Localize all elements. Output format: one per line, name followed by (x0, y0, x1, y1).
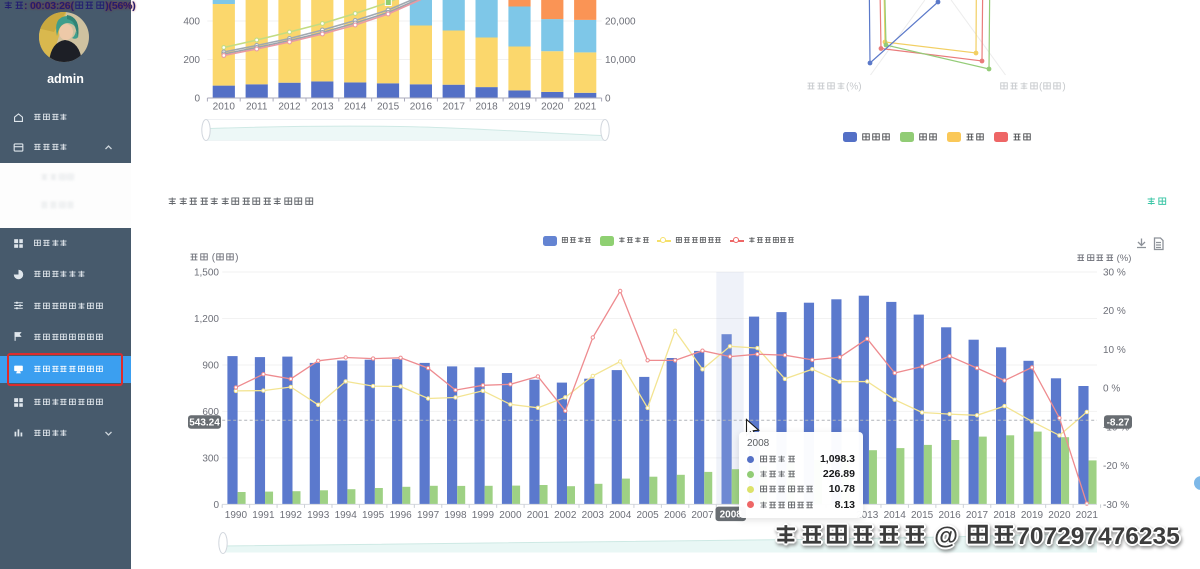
svg-text:20,000: 20,000 (605, 17, 636, 28)
svg-text:2013: 2013 (856, 510, 879, 521)
svg-text:2014: 2014 (884, 510, 907, 521)
svg-text:2002: 2002 (554, 510, 577, 521)
svg-text:1,200: 1,200 (194, 314, 219, 325)
svg-text:1997: 1997 (417, 510, 440, 521)
svg-text:1994: 1994 (335, 510, 358, 521)
svg-text:2014: 2014 (344, 102, 367, 113)
svg-text:2006: 2006 (664, 510, 687, 521)
svg-text:1993: 1993 (307, 510, 330, 521)
svg-text:900: 900 (202, 361, 219, 372)
svg-text:2012: 2012 (278, 102, 301, 113)
svg-text:10,000: 10,000 (605, 55, 636, 66)
svg-text:1991: 1991 (252, 510, 275, 521)
svg-text:30 %: 30 % (1103, 268, 1126, 279)
svg-text:2005: 2005 (636, 510, 659, 521)
svg-text:2020: 2020 (1048, 510, 1071, 521)
svg-text:0: 0 (213, 500, 219, 511)
svg-text:600: 600 (202, 407, 219, 418)
svg-text:1996: 1996 (389, 510, 412, 521)
svg-text:2013: 2013 (311, 102, 334, 113)
svg-text:2018: 2018 (475, 102, 498, 113)
svg-text:400: 400 (183, 17, 200, 28)
svg-text:2016: 2016 (410, 102, 433, 113)
svg-text:300: 300 (202, 453, 219, 464)
svg-text:0 %: 0 % (1103, 384, 1120, 395)
svg-text:2001: 2001 (527, 510, 550, 521)
svg-text:200: 200 (183, 55, 200, 66)
svg-text:2018: 2018 (993, 510, 1016, 521)
svg-text:1995: 1995 (362, 510, 385, 521)
svg-text:1,500: 1,500 (194, 268, 219, 279)
svg-text:2016: 2016 (938, 510, 961, 521)
svg-text:20 %: 20 % (1103, 306, 1126, 317)
svg-text:0: 0 (194, 94, 200, 105)
svg-text:2003: 2003 (582, 510, 605, 521)
svg-text:2015: 2015 (377, 102, 400, 113)
svg-text:543.24: 543.24 (189, 418, 220, 429)
svg-text:1998: 1998 (444, 510, 467, 521)
svg-text:2017: 2017 (966, 510, 989, 521)
svg-text:-30 %: -30 % (1103, 500, 1129, 511)
svg-text:0: 0 (605, 94, 611, 105)
svg-text:2010: 2010 (213, 102, 236, 113)
svg-text:2011: 2011 (246, 102, 268, 113)
svg-text:2004: 2004 (609, 510, 632, 521)
svg-text:2008: 2008 (720, 509, 743, 520)
svg-text:1999: 1999 (472, 510, 495, 521)
svg-text:2020: 2020 (541, 102, 564, 113)
svg-text:2019: 2019 (1021, 510, 1044, 521)
svg-text:2017: 2017 (443, 102, 466, 113)
svg-text:2019: 2019 (508, 102, 531, 113)
svg-text:2007: 2007 (691, 510, 714, 521)
svg-text:2021: 2021 (574, 102, 597, 113)
svg-text:-8.27: -8.27 (1107, 418, 1130, 429)
svg-text:2015: 2015 (911, 510, 934, 521)
svg-text:1990: 1990 (225, 510, 248, 521)
svg-text:1992: 1992 (280, 510, 303, 521)
svg-text:10 %: 10 % (1103, 345, 1126, 356)
svg-text:2021: 2021 (1076, 510, 1099, 521)
svg-text:-20 %: -20 % (1103, 461, 1129, 472)
svg-text:2000: 2000 (499, 510, 522, 521)
